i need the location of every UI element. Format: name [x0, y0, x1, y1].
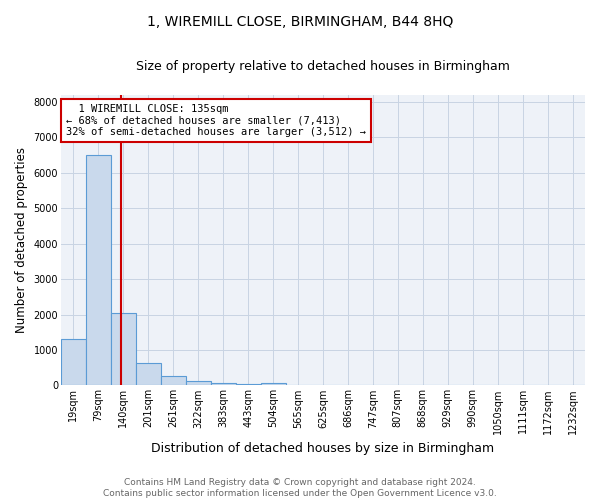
X-axis label: Distribution of detached houses by size in Birmingham: Distribution of detached houses by size …: [151, 442, 494, 455]
Bar: [161, 376, 186, 386]
Bar: [136, 363, 161, 386]
Bar: [260, 384, 286, 386]
Bar: [61, 340, 86, 386]
Bar: [111, 313, 136, 386]
Bar: [86, 155, 111, 386]
Text: Contains HM Land Registry data © Crown copyright and database right 2024.
Contai: Contains HM Land Registry data © Crown c…: [103, 478, 497, 498]
Text: 1 WIREMILL CLOSE: 135sqm
← 68% of detached houses are smaller (7,413)
32% of sem: 1 WIREMILL CLOSE: 135sqm ← 68% of detach…: [66, 104, 366, 137]
Title: Size of property relative to detached houses in Birmingham: Size of property relative to detached ho…: [136, 60, 510, 73]
Bar: [211, 382, 236, 386]
Bar: [186, 381, 211, 386]
Bar: [236, 384, 260, 386]
Text: 1, WIREMILL CLOSE, BIRMINGHAM, B44 8HQ: 1, WIREMILL CLOSE, BIRMINGHAM, B44 8HQ: [147, 15, 453, 29]
Y-axis label: Number of detached properties: Number of detached properties: [15, 147, 28, 333]
